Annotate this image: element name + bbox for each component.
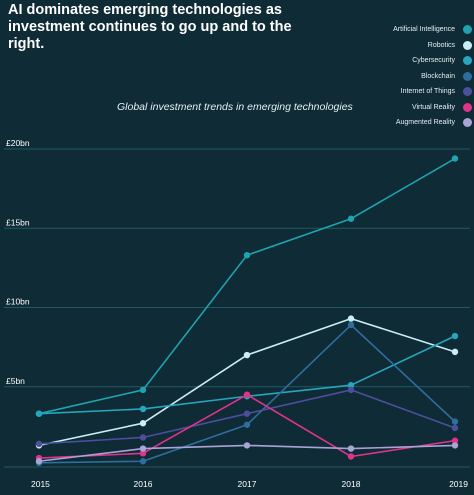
series-augmented-reality: [35, 442, 459, 465]
data-point: [347, 215, 355, 222]
legend: Artificial Intelligence Robotics Cybersecu…: [362, 22, 472, 131]
legend-item: Blockchain: [362, 69, 472, 85]
data-point: [451, 437, 459, 444]
x-tick-label: 2019: [449, 479, 468, 489]
data-point: [139, 458, 147, 465]
data-point: [347, 445, 355, 452]
series-line: [38, 335, 456, 415]
legend-item: Virtual Reality: [362, 100, 472, 116]
data-point: [451, 424, 459, 432]
data-point: [451, 418, 459, 425]
grid-lines: [4, 148, 470, 468]
x-tick-label: 2018: [342, 479, 361, 489]
data-point: [139, 420, 147, 427]
x-tick-label: 2017: [238, 479, 257, 489]
data-point: [243, 391, 251, 398]
legend-swatch: [463, 71, 472, 81]
data-point: [347, 315, 355, 322]
series-cybersecurity: [35, 332, 459, 417]
legend-label: Augmented Reality: [395, 119, 455, 127]
data-point: [347, 453, 355, 460]
series-group: [35, 155, 459, 467]
legend-item: Augmented Reality: [362, 115, 472, 131]
data-point: [243, 421, 251, 428]
series-robotics: [35, 315, 459, 449]
x-tick-label: 2016: [134, 479, 153, 489]
x-tick-label: 2015: [31, 479, 50, 489]
legend-swatch: [463, 102, 472, 112]
y-tick-label: £5bn: [6, 376, 25, 386]
legend-swatch: [463, 56, 472, 66]
data-point: [139, 450, 147, 457]
data-point: [451, 348, 459, 356]
data-point: [243, 442, 251, 449]
y-axis-tick-labels: £5bn £10bn £15bn £20bn: [6, 138, 30, 386]
data-point: [347, 381, 355, 389]
legend-label: Virtual Reality: [411, 103, 455, 111]
legend-item: Internet of Things: [362, 84, 472, 100]
data-point: [451, 332, 459, 340]
legend-label: Internet of Things: [400, 88, 455, 96]
legend-item: Robotics: [362, 38, 472, 54]
legend-swatch: [463, 118, 472, 128]
data-point: [139, 405, 147, 413]
chart-title: AI dominates emerging technologies as in…: [8, 2, 292, 52]
legend-label: Robotics: [427, 41, 455, 49]
data-point: [35, 458, 43, 465]
data-point: [347, 386, 355, 394]
chart-subtitle: Global investment trends in emerging tec…: [117, 101, 353, 113]
data-point: [243, 251, 251, 259]
data-point: [243, 410, 251, 417]
series-blockchain: [35, 321, 459, 467]
legend-label: Blockchain: [421, 72, 455, 80]
data-point: [35, 410, 43, 417]
data-point: [139, 434, 147, 441]
series-line: [38, 157, 456, 415]
y-tick-label: £20bn: [6, 138, 30, 148]
legend-label: Cybersecurity: [412, 57, 455, 65]
legend-swatch: [463, 25, 472, 35]
legend-item: Cybersecurity: [362, 53, 472, 69]
legend-swatch: [463, 40, 472, 50]
data-point: [347, 321, 355, 329]
data-point: [139, 445, 147, 452]
y-tick-label: £15bn: [6, 217, 30, 227]
data-point: [243, 351, 251, 359]
x-axis-tick-labels: 2015 2016 2017 2018 2019: [31, 479, 468, 489]
legend-swatch: [463, 87, 472, 97]
y-tick-label: £10bn: [6, 297, 30, 307]
data-point: [451, 155, 459, 162]
legend-label: Artificial Intelligence: [393, 26, 455, 34]
data-point: [139, 386, 147, 394]
legend-item: Artificial Intelligence: [362, 22, 472, 38]
data-point: [35, 440, 43, 448]
data-point: [451, 442, 459, 449]
series-internet-of-things: [35, 386, 459, 448]
series-artificial-intelligence: [35, 155, 459, 417]
